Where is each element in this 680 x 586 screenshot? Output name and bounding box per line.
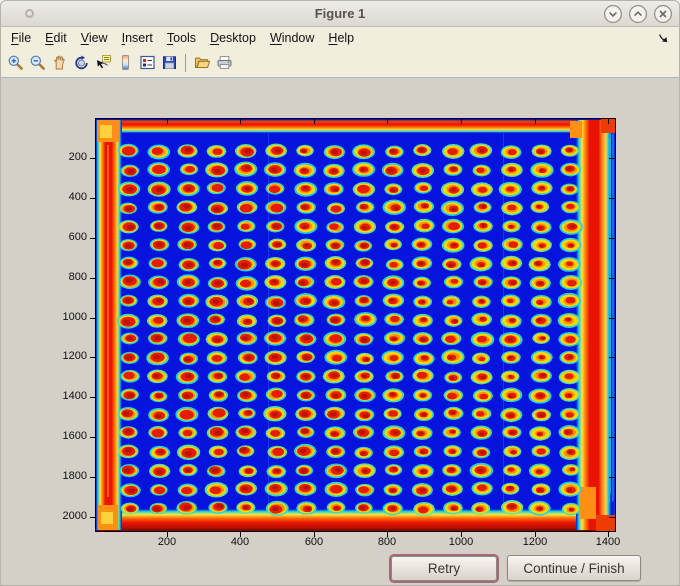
- x-tick-label: 800: [377, 536, 397, 548]
- x-tick-label: 600: [304, 536, 324, 548]
- toolbar: [1, 48, 679, 78]
- x-tick-label: 400: [230, 536, 250, 548]
- zoom-out-button[interactable]: [27, 52, 47, 74]
- continue-finish-button[interactable]: Continue / Finish: [507, 555, 641, 581]
- y-tick-label: 1000: [62, 311, 87, 323]
- close-icon: [653, 4, 673, 24]
- y-tick-label: 1800: [62, 470, 87, 482]
- dock-figure-button[interactable]: [657, 32, 669, 44]
- y-tick-mark: [90, 397, 95, 398]
- chevron-down-icon: [603, 4, 623, 24]
- insert-legend-button[interactable]: [137, 52, 157, 74]
- microarray-image[interactable]: [96, 119, 615, 531]
- legend-icon: [139, 55, 155, 70]
- y-tick-mark: [90, 238, 95, 239]
- print-figure-button[interactable]: [214, 52, 234, 74]
- y-tick-label: 1400: [62, 390, 87, 402]
- x-tick-mark: [240, 532, 241, 537]
- y-tick-label: 400: [68, 191, 87, 203]
- pan-button[interactable]: [49, 52, 69, 74]
- plot-area: [95, 118, 616, 532]
- x-tick-mark: [167, 532, 168, 537]
- chevron-up-icon: [628, 4, 648, 24]
- menu-file[interactable]: File: [11, 30, 32, 45]
- printer-icon: [217, 56, 231, 69]
- y-tick-mark: [90, 318, 95, 319]
- menu-insert[interactable]: Insert: [121, 30, 153, 45]
- y-tick-label: 1600: [62, 430, 87, 442]
- x-tick-mark: [387, 532, 388, 537]
- data-cursor-icon: [96, 55, 111, 69]
- menu-window[interactable]: Window: [269, 30, 315, 45]
- menubar: File Edit View Insert Tools Desktop Wind…: [1, 27, 679, 48]
- x-tick-mark: [535, 532, 536, 537]
- menu-tools[interactable]: Tools: [166, 30, 197, 45]
- rotate-3d-button[interactable]: [71, 52, 91, 74]
- folder-open-icon: [194, 57, 210, 68]
- y-tick-mark: [90, 517, 95, 518]
- titlebar: Figure 1: [1, 1, 679, 27]
- menu-view[interactable]: View: [80, 30, 108, 45]
- save-icon: [162, 56, 176, 69]
- x-tick-label: 1400: [595, 536, 621, 548]
- dock-arrow-icon: [658, 33, 668, 42]
- zoom-in-button[interactable]: [5, 52, 25, 74]
- y-tick-label: 200: [68, 151, 87, 163]
- open-file-button[interactable]: [192, 52, 212, 74]
- menu-edit[interactable]: Edit: [45, 30, 67, 45]
- y-tick-mark: [90, 477, 95, 478]
- rotate-icon: [74, 55, 88, 70]
- zoom-in-icon: [8, 55, 23, 70]
- figure-canvas: 200 400 600 800 1000 1200 1400 200 400 600 800 1000…: [1, 78, 679, 585]
- menu-help[interactable]: Help: [328, 30, 355, 45]
- retry-button[interactable]: Retry: [391, 556, 497, 581]
- window-controls: [603, 4, 673, 24]
- y-tick-label: 2000: [62, 510, 87, 522]
- y-tick-mark: [90, 357, 95, 358]
- y-tick-label: 1200: [62, 350, 87, 362]
- toolbar-separator: [185, 53, 186, 72]
- x-tick-label: 200: [157, 536, 177, 548]
- hand-icon: [53, 55, 65, 70]
- save-figure-button[interactable]: [159, 52, 179, 74]
- y-tick-label: 600: [68, 231, 87, 243]
- window-menu-icon[interactable]: [25, 9, 34, 18]
- minimize-button[interactable]: [603, 4, 623, 24]
- y-tick-mark: [90, 278, 95, 279]
- y-tick-mark: [90, 198, 95, 199]
- y-tick-mark: [90, 437, 95, 438]
- close-button[interactable]: [653, 4, 673, 24]
- insert-colorbar-button[interactable]: [115, 52, 135, 74]
- x-tick-mark: [461, 532, 462, 537]
- x-tick-mark: [314, 532, 315, 537]
- window-title: Figure 1: [314, 6, 366, 21]
- x-tick-mark: [608, 532, 609, 537]
- data-cursor-button[interactable]: [93, 52, 113, 74]
- x-tick-label: 1200: [522, 536, 548, 548]
- maximize-button[interactable]: [628, 4, 648, 24]
- x-tick-label: 1000: [448, 536, 474, 548]
- colorbar-icon: [121, 55, 129, 70]
- zoom-out-icon: [30, 55, 45, 70]
- menu-desktop[interactable]: Desktop: [210, 30, 256, 45]
- y-tick-mark: [90, 158, 95, 159]
- y-tick-label: 800: [68, 271, 87, 283]
